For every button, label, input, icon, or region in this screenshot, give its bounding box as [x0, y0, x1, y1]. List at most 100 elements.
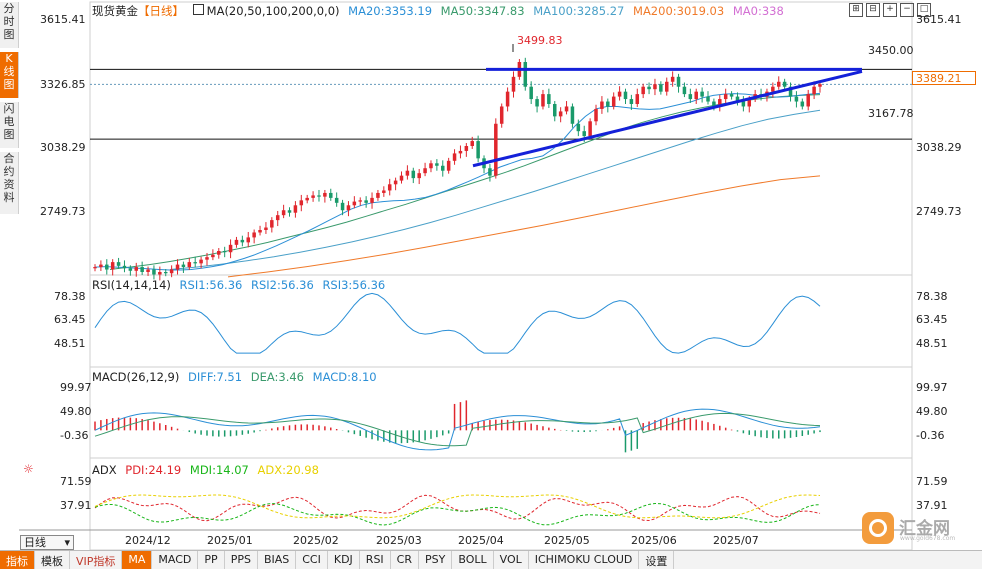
pdi-value: PDI:24.19	[125, 463, 182, 477]
candle-body	[523, 62, 528, 87]
candle-body	[399, 175, 404, 181]
candle-body	[464, 146, 469, 151]
price-tick-left: 2749.73	[40, 205, 86, 218]
candle-body	[152, 269, 156, 275]
candle-body	[664, 81, 669, 92]
candle-body	[723, 94, 728, 100]
x-tick: 2025/07	[713, 534, 759, 547]
tab-lightning[interactable]: 闪电图	[0, 102, 19, 148]
candle-body	[175, 264, 180, 270]
candle-body	[93, 267, 97, 269]
tab-vol[interactable]: VOL	[494, 551, 529, 569]
adx-tick-right: 37.91	[916, 499, 948, 512]
ma-config-icon[interactable]	[192, 4, 204, 15]
macd-value: MACD:8.10	[312, 370, 377, 384]
price-tick-left: 3615.41	[40, 13, 86, 26]
price-tick-right: 3038.29	[916, 141, 962, 154]
tab-timeshare[interactable]: 分时图	[0, 2, 19, 48]
zoom-out-icon[interactable]: −	[900, 3, 914, 17]
adx-pdi-line	[94, 494, 821, 522]
candle-body	[299, 200, 304, 206]
candle-body	[187, 262, 192, 268]
fullscreen-icon[interactable]: □	[917, 3, 931, 17]
candle-body	[576, 123, 581, 132]
period-selector[interactable]: 日线 ▾	[20, 535, 74, 550]
candle-body	[494, 123, 498, 176]
candle-body	[499, 106, 504, 124]
tab-settings[interactable]: 设置	[639, 551, 675, 569]
candle-body	[240, 239, 245, 243]
candle-body	[287, 210, 292, 213]
candle-body	[452, 153, 457, 161]
candle-body	[747, 99, 752, 107]
candle-body	[511, 76, 516, 92]
support-label: 3167.78	[868, 107, 914, 120]
price-tick-left: 3326.85	[40, 78, 86, 91]
candle-body	[146, 269, 150, 272]
x-tick: 2025/04	[458, 534, 504, 547]
tab-cci[interactable]: CCI	[296, 551, 328, 569]
candle-body	[682, 86, 687, 95]
rsi-legend: RSI(14,14,14) RSI1:56.36 RSI2:56.36 RSI3…	[92, 278, 390, 292]
x-tick: 2025/03	[376, 534, 422, 547]
candle-body	[641, 86, 645, 95]
candle-body	[199, 259, 203, 264]
tab-ichimoku[interactable]: ICHIMOKU CLOUD	[529, 551, 640, 569]
tab-boll[interactable]: BOLL	[452, 551, 494, 569]
rsi3-value: RSI3:56.36	[322, 278, 386, 292]
tab-kline[interactable]: K线图	[0, 52, 19, 98]
macd-label: MACD(26,12,9)	[92, 370, 180, 384]
tab-macd[interactable]: MACD	[152, 551, 199, 569]
tab-indicator[interactable]: 指标	[0, 551, 35, 569]
candle-body	[382, 190, 386, 193]
macd-tick: 99.97	[60, 381, 92, 394]
rsi-line	[94, 292, 821, 354]
macd-tick: 49.80	[60, 405, 92, 418]
candle-body	[653, 84, 657, 90]
settings-sun-icon[interactable]: ☼	[23, 462, 34, 476]
rsi-tick: 63.45	[54, 313, 86, 326]
ma200-line	[227, 175, 821, 278]
candle-body	[270, 220, 274, 228]
tab-contract[interactable]: 合约资料	[0, 152, 19, 214]
candle-body	[99, 264, 103, 268]
collapse-icon[interactable]: ⊟	[866, 3, 880, 17]
tab-ma[interactable]: MA	[122, 551, 153, 569]
tab-pp[interactable]: PP	[198, 551, 225, 569]
tab-template[interactable]: 模板	[35, 551, 70, 569]
x-tick: 2024/12	[125, 534, 171, 547]
chart-toolbar: ⊞ ⊟ + − □	[849, 3, 931, 17]
price-legend: 现货黄金【日线】 MA(20,50,100,200,0,0) MA20:3353…	[92, 3, 789, 19]
candle-body	[476, 141, 480, 159]
expand-icon[interactable]: ⊞	[849, 3, 863, 17]
zoom-in-icon[interactable]: +	[883, 3, 897, 17]
brand-logo: 汇金网 www.gold678.com	[862, 512, 972, 546]
candle-body	[323, 192, 327, 197]
tab-vip[interactable]: VIP指标	[70, 551, 123, 569]
rsi-tick-right: 78.38	[916, 290, 948, 303]
candle-body	[818, 84, 822, 87]
candle-body	[181, 264, 186, 268]
adx-adx-line	[94, 494, 821, 519]
candle-body	[712, 101, 716, 107]
period-label: 【日线】	[138, 4, 184, 18]
adx-tick: 37.91	[60, 499, 92, 512]
tab-bias[interactable]: BIAS	[258, 551, 297, 569]
tab-cr[interactable]: CR	[391, 551, 419, 569]
tab-psy[interactable]: PSY	[419, 551, 453, 569]
current-price-tag: 3389.21	[912, 71, 976, 85]
candle-body	[582, 131, 586, 137]
macd-dea-line	[94, 412, 821, 447]
candle-body	[529, 86, 533, 100]
candle-body	[547, 94, 551, 104]
ma100-value: MA100:3285.27	[533, 4, 625, 18]
candle-body	[647, 86, 651, 90]
candle-body	[553, 104, 557, 117]
tab-rsi[interactable]: RSI	[360, 551, 391, 569]
ma50-line	[109, 94, 821, 270]
tab-kdj[interactable]: KDJ	[328, 551, 360, 569]
candle-body	[435, 163, 439, 166]
tab-pps[interactable]: PPS	[225, 551, 258, 569]
candle-body	[570, 106, 575, 124]
